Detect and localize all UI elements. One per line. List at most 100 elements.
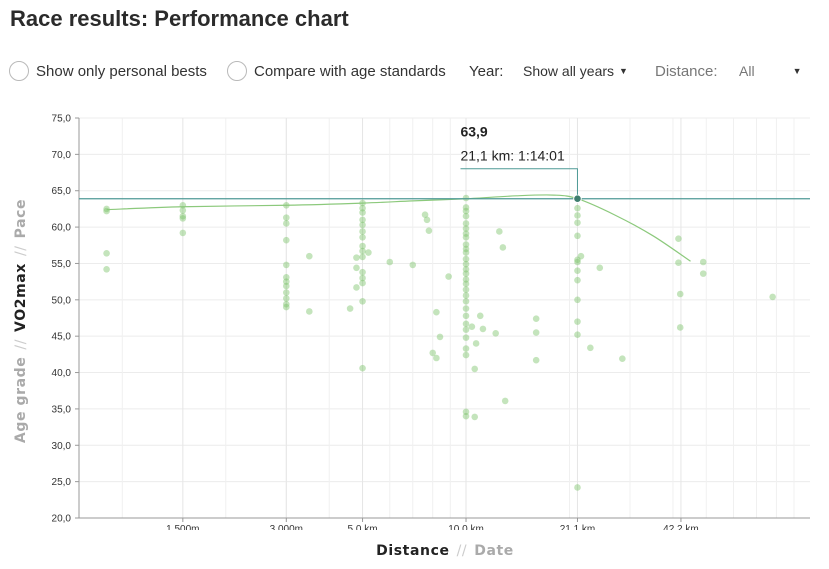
data-point [619,355,626,363]
y-tick-label: 50,0 [52,295,72,306]
data-point [462,233,470,241]
data-point [282,236,290,244]
y-separator: // [13,338,29,350]
data-point [574,318,581,325]
x-tick-label: 5,0 km [348,524,378,530]
data-point [462,286,470,293]
data-point [462,312,470,320]
data-point [359,268,366,276]
data-point [282,220,290,227]
data-point [574,212,581,219]
data-point [462,260,470,268]
y-option-pace[interactable]: Pace [13,198,29,239]
data-point [103,207,110,215]
data-point [346,305,354,312]
data-point [532,329,540,336]
data-point [462,297,470,305]
data-point [574,296,581,304]
data-point [423,216,431,224]
data-point [499,244,507,251]
x-option-distance[interactable]: Distance [376,543,450,559]
age-standards-checkbox[interactable]: Compare with age standards [227,61,446,81]
performance-chart: 75,0 70,0 65,0 60,0 55,0 50,0 45,0 40,0 35,0 30,0… [52,114,810,530]
distance-dropdown[interactable]: All ▼ [739,63,801,79]
data-point [359,233,366,241]
data-point [462,241,470,248]
y-tick-labels: 75,0 70,0 65,0 60,0 55,0 50,0 45,0 40,0 35,0 30,0… [52,114,72,525]
data-point [675,235,682,243]
highlighted-point [573,194,582,204]
distance-dropdown-value: All [739,63,755,79]
page-title: Race results: Performance chart [10,6,349,31]
data-point [462,292,470,299]
x-separator: // [456,543,468,559]
data-point [282,278,290,285]
reference-line-group [79,194,810,204]
data-point [462,204,470,211]
trend-line-group [106,194,691,262]
data-point [353,264,360,272]
y-separator: // [13,245,29,257]
data-point [282,303,290,311]
age-standards-label: Compare with age standards [254,62,446,80]
y-option-vo2max[interactable]: VO2max [13,263,29,332]
data-point [574,256,581,264]
data-point [462,280,470,288]
x-axis-selector: Distance // Date [376,543,514,559]
age-standards-checkbox-circle[interactable] [227,61,247,81]
data-point [103,265,110,273]
data-point [425,227,433,235]
data-point [462,334,470,341]
distance-label: Distance: [655,63,718,80]
y-tick-label: 20,0 [52,514,72,525]
data-point [476,312,484,320]
data-point [462,345,470,352]
data-point [462,245,470,253]
data-point [359,216,366,224]
data-point [436,333,444,341]
chevron-down-icon: ▼ [792,66,802,76]
axes [75,117,810,522]
data-point [769,293,776,301]
data-point [574,331,581,339]
y-tick-label: 55,0 [52,259,72,270]
data-point [532,315,540,323]
personal-bests-checkbox-circle[interactable] [9,61,29,81]
data-point [532,356,540,364]
year-dropdown-value: Show all years [523,63,615,79]
data-point [574,204,581,212]
data-point [353,254,360,261]
data-point [462,412,470,420]
data-point [496,228,503,235]
data-point [282,214,290,221]
personal-bests-checkbox[interactable]: Show only personal bests [9,61,207,81]
data-point [462,225,470,232]
data-point [359,228,366,235]
year-dropdown[interactable]: Show all years ▼ [523,63,628,79]
y-tick-label: 70,0 [52,150,72,161]
data-point [462,220,470,227]
data-point [462,207,470,215]
data-point [282,300,290,308]
trend-line [106,194,691,262]
y-tick-label: 75,0 [52,114,72,125]
x-tick-label: 10,0 km [448,524,484,530]
data-point [462,351,470,359]
personal-bests-label: Show only personal bests [36,62,207,80]
data-point [675,259,682,267]
tooltip: 63,9 21,1 km: 1:14:01 [460,124,578,195]
data-point [596,264,604,272]
data-point [353,284,360,291]
y-axis-selector: Age grade // VO2max // Pace [13,199,29,443]
data-point [462,265,470,273]
data-point [462,408,470,416]
data-point [282,282,290,290]
data-point [468,323,476,331]
chevron-down-icon: ▼ [619,66,628,76]
data-point [574,232,581,240]
data-point [359,247,366,255]
x-option-date[interactable]: Date [474,543,514,559]
y-option-age-grade[interactable]: Age grade [13,356,29,444]
data-point [282,261,290,269]
data-point [306,252,313,260]
